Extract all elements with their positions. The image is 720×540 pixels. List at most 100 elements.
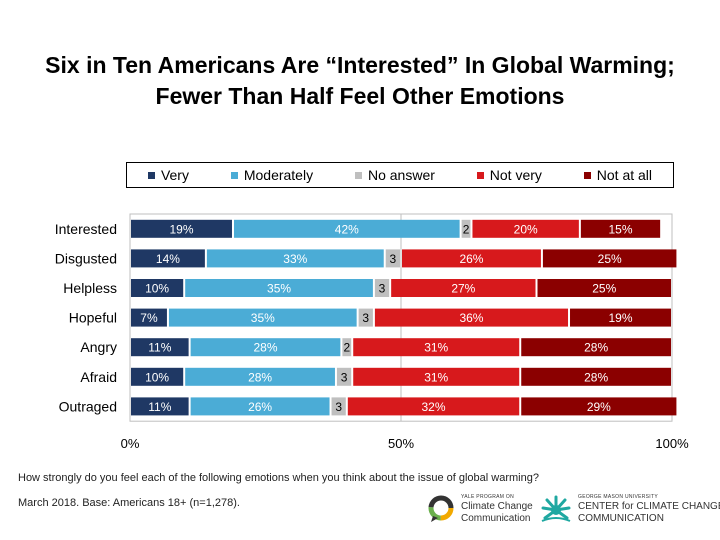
bar-hopeful-very [131,308,167,327]
category-label-afraid: Afraid [80,369,117,385]
chart-title-line-1: Six in Ten Americans Are “Interested” In… [45,52,675,78]
data-label-hopeful-not-very: 36% [459,311,483,325]
data-label-afraid-moderately: 28% [248,370,272,384]
stacked-bar-chart: Interested 19% 42% 2 20% 15%Disgusted 14% 33% 3 2… [55,213,689,451]
yale-logo-line-2: Communication [461,513,531,524]
bar-helpless-very [131,279,184,297]
bar-hopeful-not-very [374,308,569,327]
bar-outraged-very [131,397,189,416]
data-label-afraid-very: 10% [145,370,169,384]
bar-helpless-moderately [185,279,373,297]
data-label-disgusted-very: 14% [156,252,180,266]
bar-afraid-not-at-all [521,367,671,386]
legend-item-very: Very [147,167,189,183]
bar-afraid-no-answer [336,367,352,386]
legend-swatch-no-answer [354,171,362,179]
legend-label-no-answer: No answer [367,167,435,183]
data-label-disgusted-no-answer: 3 [390,252,397,266]
legend-item-not-at-all: Not at all [583,167,653,183]
yale-program-logo: YALE PROGRAM ON Climate Change Communica… [427,492,537,532]
yale-logo-line-1: Climate Change [461,501,533,512]
chart-legend: Very Moderately No answer Not very Not a… [126,162,674,188]
bar-angry-not-very [353,338,520,357]
data-label-helpless-not-at-all: 25% [592,282,616,296]
bar-disgusted-no-answer [385,249,400,268]
gmu-center-logo: GEORGE MASON UNIVERSITY CENTER for CLIMA… [540,492,720,532]
bar-angry-moderately [190,338,341,357]
data-label-outraged-not-at-all: 29% [587,400,611,414]
category-label-disgusted: Disgusted [55,250,117,266]
legend-item-moderately: Moderately [230,167,314,183]
bar-angry-very [131,338,189,357]
data-label-angry-not-at-all: 28% [584,341,608,355]
category-label-angry: Angry [80,339,117,355]
bar-helpless-no-answer [374,279,390,297]
gmu-logo-line-2: COMMUNICATION [578,513,664,524]
x-tick-label-0: 0% [121,436,140,451]
data-label-outraged-moderately: 26% [248,400,272,414]
category-label-outraged: Outraged [59,398,117,414]
data-label-outraged-very: 11% [148,400,171,414]
data-label-helpless-very: 10% [145,282,169,296]
bar-disgusted-not-at-all [542,249,677,268]
survey-base-note: March 2018. Base: Americans 18+ (n=1,278… [18,497,240,509]
bar-outraged-moderately [190,397,330,416]
bar-outraged-no-answer [331,397,346,416]
bar-helpless-not-at-all [537,279,671,297]
bar-hopeful-no-answer [358,308,373,327]
bar-helpless-not-very [391,279,536,297]
data-label-afraid-no-answer: 3 [341,370,348,384]
data-label-afraid-not-at-all: 28% [584,370,608,384]
data-label-angry-moderately: 28% [253,341,277,355]
bar-afraid-very [131,367,184,386]
data-label-hopeful-no-answer: 3 [362,311,369,325]
category-label-interested: Interested [55,221,117,237]
data-label-afraid-not-very: 31% [424,370,448,384]
data-label-angry-not-very: 31% [424,341,448,355]
yale-logo-small-text: YALE PROGRAM ON [461,494,515,500]
gmu-sunburst-icon [541,495,571,522]
gmu-logo-line-1: CENTER for CLIMATE CHANGE [578,501,720,512]
bar-disgusted-moderately [206,249,384,268]
chart-title-line-2: Fewer Than Half Feel Other Emotions [155,83,565,109]
data-label-interested-not-very: 20% [514,222,538,236]
data-label-outraged-no-answer: 3 [335,400,342,414]
bar-interested-moderately [233,219,460,238]
legend-label-moderately: Moderately [243,167,314,183]
bar-disgusted-not-very [402,249,541,268]
bar-outraged-not-very [347,397,520,416]
bar-interested-not-very [472,219,579,238]
bar-interested-no-answer [461,219,471,238]
data-label-interested-moderately: 42% [335,222,359,236]
data-label-angry-no-answer: 2 [343,341,350,355]
bar-hopeful-moderately [168,308,357,327]
data-label-disgusted-not-very: 26% [459,252,483,266]
category-label-hopeful: Hopeful [69,310,117,326]
bar-afraid-not-very [353,367,520,386]
data-label-interested-very: 19% [169,222,193,236]
data-label-interested-no-answer: 2 [463,222,470,236]
legend-label-very: Very [160,167,189,183]
data-label-disgusted-not-at-all: 25% [598,252,622,266]
legend-label-not-at-all: Not at all [596,167,653,183]
chart-title: Six in Ten Americans Are “Interested” In… [0,50,720,112]
x-tick-label-50: 50% [388,436,414,451]
bar-outraged-not-at-all [521,397,677,416]
gmu-logo-small-text: GEORGE MASON UNIVERSITY [578,494,658,500]
bar-hopeful-not-at-all [570,308,671,327]
data-label-hopeful-very: 7% [140,311,158,325]
bar-angry-not-at-all [521,338,671,357]
x-tick-label-100: 100% [655,436,689,451]
data-label-helpless-not-very: 27% [451,282,475,296]
category-label-helpless: Helpless [63,280,117,296]
legend-item-not-very: Not very [476,167,542,183]
legend-swatch-very [147,171,155,179]
legend-swatch-not-very [476,171,484,179]
bar-disgusted-very [131,249,205,268]
data-label-interested-not-at-all: 15% [608,222,632,236]
bar-afraid-moderately [185,367,335,386]
bar-interested-not-at-all [580,219,661,238]
data-label-angry-very: 11% [148,341,171,355]
legend-swatch-moderately [230,171,238,179]
data-label-disgusted-moderately: 33% [283,252,307,266]
